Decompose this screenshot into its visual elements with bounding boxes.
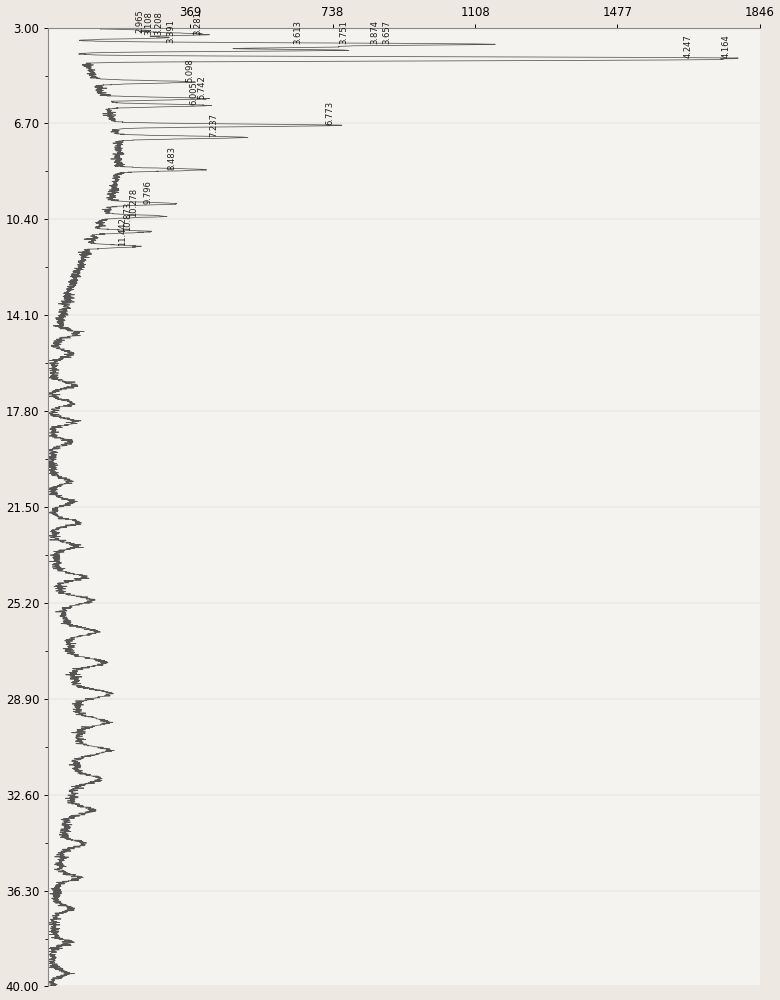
Text: 2.965: 2.965 xyxy=(135,9,144,33)
Text: 6.005: 6.005 xyxy=(190,82,198,105)
Text: 3.751: 3.751 xyxy=(339,20,349,44)
Text: 9.796: 9.796 xyxy=(143,180,152,204)
Text: 3.874: 3.874 xyxy=(370,20,379,44)
Text: 4.164: 4.164 xyxy=(722,34,731,58)
Text: 3.281: 3.281 xyxy=(193,11,202,35)
Text: 10.873: 10.873 xyxy=(123,202,133,231)
Text: 3.208: 3.208 xyxy=(154,11,164,35)
Text: 3.108: 3.108 xyxy=(144,11,154,35)
Text: 5.098: 5.098 xyxy=(186,58,194,82)
Text: 6.773: 6.773 xyxy=(325,101,334,125)
Text: 5.742: 5.742 xyxy=(197,75,206,99)
Text: 3.391: 3.391 xyxy=(166,19,176,43)
Text: 11.442: 11.442 xyxy=(118,217,126,246)
Text: 10.278: 10.278 xyxy=(129,187,138,217)
Text: 3.613: 3.613 xyxy=(293,20,303,44)
Text: 8.483: 8.483 xyxy=(167,146,176,170)
Text: 4.247: 4.247 xyxy=(683,34,693,58)
Text: 3.657: 3.657 xyxy=(382,20,391,44)
Text: 7.237: 7.237 xyxy=(209,113,218,137)
